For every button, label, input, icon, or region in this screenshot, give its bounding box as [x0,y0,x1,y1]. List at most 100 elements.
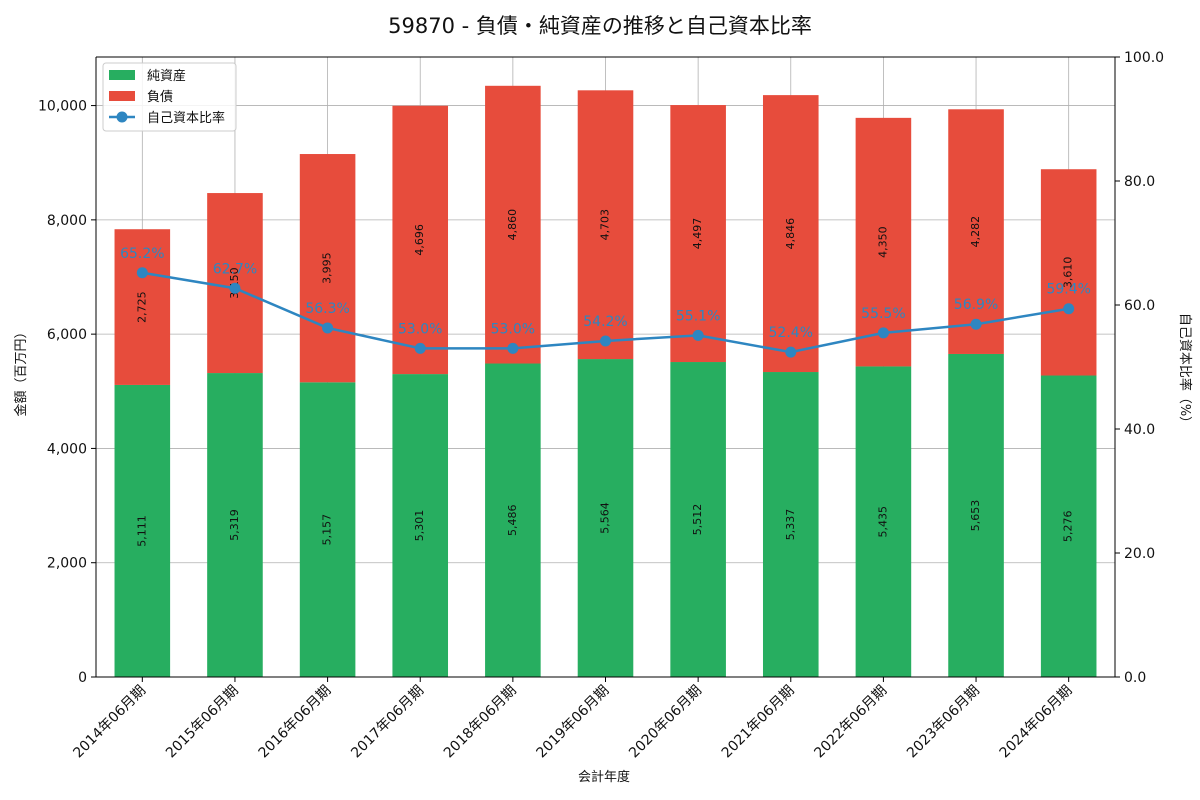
ratio-point [136,267,148,279]
x-tick-label: 2021年06月期 [719,683,798,762]
bar-liabilities [948,109,1004,354]
y2-axis-title: 自己資本比率（%） [1177,313,1193,429]
bar-label-net-assets: 5,111 [135,515,148,547]
ratio-point [600,335,611,347]
ratio-point [692,329,704,341]
y2-tick-label: 80.0 [1124,174,1155,190]
bar-label-net-assets: 5,157 [321,514,334,546]
bar-labels-layer: 5,1112,7255,3193,1505,1573,9955,3014,696… [135,209,1074,547]
bar-net-assets [855,366,912,677]
bar-net-assets [577,359,634,677]
ratio-label: 62.7% [213,261,257,277]
bar-label-net-assets: 5,276 [1062,511,1075,543]
bar-liabilities [762,95,819,373]
bar-liabilities [485,85,541,364]
bar-label-net-assets: 5,564 [599,502,612,534]
ratio-label: 56.3% [305,301,349,317]
y2-tick-label: 60.0 [1124,298,1155,314]
ratio-point [322,322,334,334]
bar-label-liabilities: 4,282 [969,216,982,248]
chart-title: 59870 - 負債・純資産の推移と自己資本比率 [388,14,812,38]
bar-net-assets [1040,375,1097,677]
bar-liabilities [299,154,356,383]
x-tick-label: 2015年06月期 [163,683,242,762]
x-tick-label: 2020年06月期 [626,683,705,762]
y-tick-label: 2,000 [47,556,87,572]
bar-label-net-assets: 5,301 [413,510,426,542]
bar-net-assets [948,353,1004,677]
bar-net-assets [207,373,263,677]
y-tick-label: 10,000 [38,99,87,115]
y2-tick-label: 100.0 [1124,50,1164,66]
legend-label-liabilities: 負債 [147,90,173,105]
y-axis-title: 金額（百万円） [13,325,29,416]
x-tick-label: 2017年06月期 [348,683,427,762]
x-tick-label: 2022年06月期 [811,683,890,762]
ratio-label: 55.1% [676,308,720,324]
bar-label-net-assets: 5,435 [876,506,889,538]
y-tick-label: 0 [78,670,87,686]
legend-swatch-ratio-marker [116,111,128,123]
x-axis-title: 会計年度 [578,769,630,785]
bar-liabilities [114,229,171,385]
bar-liabilities [1040,169,1097,376]
bar-label-net-assets: 5,653 [969,500,982,532]
bars-layer [114,85,1097,677]
y2-tick-label: 20.0 [1124,546,1155,562]
x-tick-label: 2023年06月期 [904,683,983,762]
y2-tick-label: 40.0 [1124,422,1155,438]
bar-label-liabilities: 4,696 [413,224,426,256]
ratio-label: 54.2% [583,314,627,330]
ratio-point [785,346,797,358]
bar-liabilities [577,90,634,360]
x-tick-label: 2018年06月期 [441,683,520,762]
ratio-point [970,318,982,330]
ratio-point [229,282,241,294]
ratio-label: 56.9% [954,297,998,313]
legend-label-ratio: 自己資本比率 [147,110,225,126]
y2-tick-label: 0.0 [1124,670,1146,686]
bar-label-liabilities: 4,846 [784,218,797,250]
x-tick-label: 2014年06月期 [70,683,149,762]
ratio-label: 59.4% [1046,282,1090,298]
legend-box [102,62,237,132]
x-tick-label: 2019年06月期 [534,683,613,762]
ratio-label: 55.5% [861,306,905,322]
legend-swatch-liabilities [109,91,135,101]
ratio-point [507,342,519,354]
ratio-point [414,342,426,354]
bar-net-assets [670,362,726,677]
bar-label-liabilities: 4,350 [876,226,889,258]
ratio-label: 52.4% [769,325,813,341]
ratio-line-layer: 65.2% 62.7% 56.3% 53.0% 53.0% 54.2% 55.1% 52.4%… [120,246,1091,358]
ratio-point [877,327,889,339]
bar-net-assets [114,384,171,677]
bar-liabilities [670,105,726,363]
ratio-point [1063,303,1075,315]
bar-liabilities [855,117,912,367]
y-tick-label: 8,000 [47,213,87,229]
legend-swatch-net-assets [109,70,135,80]
bar-net-assets [299,382,356,677]
bar-liabilities [392,105,449,375]
bar-label-liabilities: 3,995 [321,252,334,284]
bar-net-assets [762,372,819,677]
bar-label-liabilities: 4,703 [599,209,612,241]
bar-label-liabilities: 4,860 [506,209,519,241]
bar-label-net-assets: 5,512 [691,504,704,536]
ratio-label: 53.0% [491,321,535,337]
y-tick-label: 6,000 [47,327,87,343]
ratio-label: 65.2% [120,246,164,262]
legend-label-net-assets: 純資産 [147,68,186,84]
bar-label-liabilities: 4,497 [691,218,704,250]
bar-net-assets [392,374,449,677]
bar-label-net-assets: 5,319 [228,509,241,541]
y-tick-label: 4,000 [47,441,87,457]
ratio-label: 53.0% [398,321,442,337]
bar-net-assets [485,363,541,677]
bar-label-liabilities: 3,610 [1062,257,1075,289]
bar-label-liabilities: 2,725 [135,291,148,323]
bar-label-net-assets: 5,337 [784,509,797,541]
